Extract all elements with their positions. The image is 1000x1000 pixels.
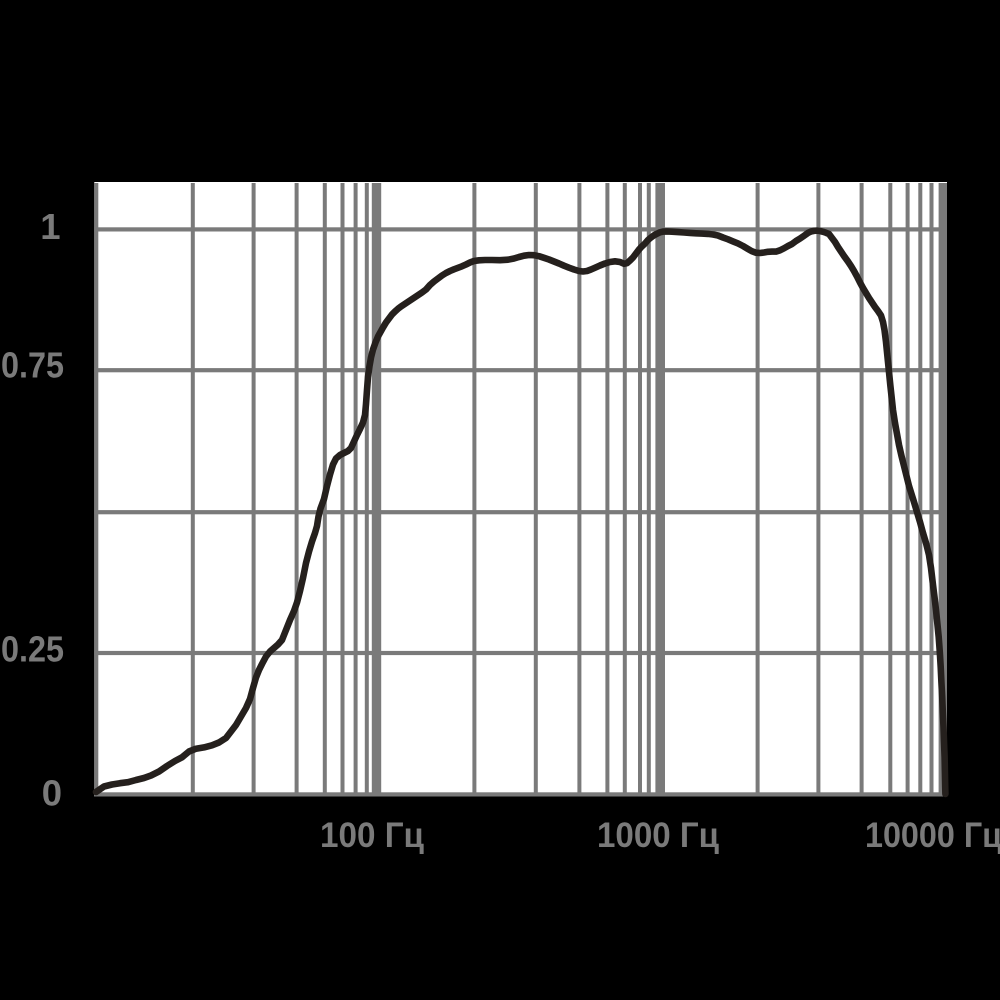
- svg-text:1: 1: [40, 206, 60, 247]
- svg-text:0.75: 0.75: [1, 345, 64, 386]
- svg-text:0.25: 0.25: [1, 629, 64, 670]
- svg-text:10000 Гц: 10000 Гц: [865, 816, 1000, 855]
- svg-text:1000 Гц: 1000 Гц: [597, 816, 719, 855]
- svg-text:100 Гц: 100 Гц: [320, 816, 424, 855]
- svg-text:0: 0: [42, 773, 62, 814]
